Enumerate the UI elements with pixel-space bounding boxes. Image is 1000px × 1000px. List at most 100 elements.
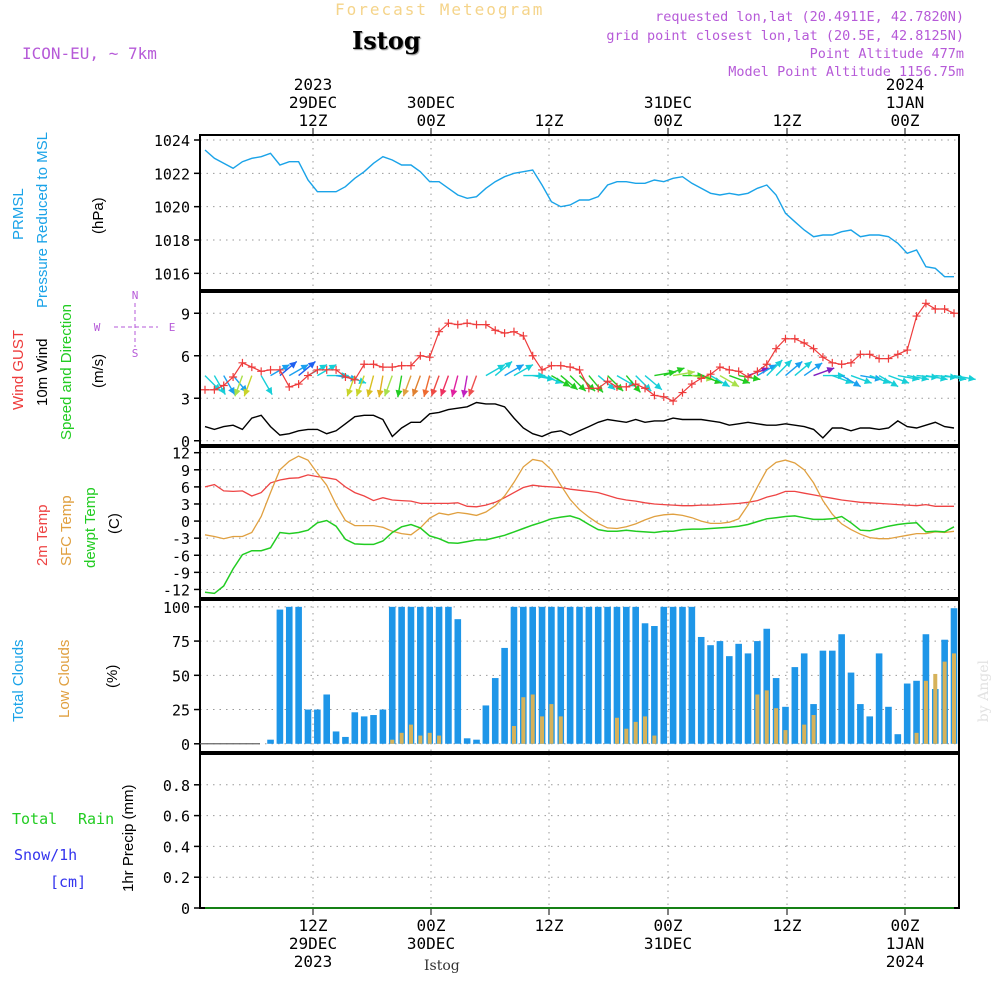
panel-frame (199, 134, 960, 291)
y-tick-label: 25 (172, 702, 190, 720)
y-tick-label: 12 (172, 445, 190, 463)
gust-marker (322, 365, 331, 374)
wind-arrow-head (562, 380, 571, 387)
low-cloud-bar (521, 697, 526, 744)
wind-arrow-head (826, 367, 835, 374)
gust-marker (893, 350, 902, 359)
time-label-bottom: 12Z (773, 916, 802, 935)
low-cloud-bar (764, 690, 769, 744)
time-label-bottom: 29DEC (289, 934, 337, 953)
gust-marker (940, 305, 949, 313)
gust-marker (687, 380, 696, 389)
gust-marker (406, 361, 415, 370)
wind-arrow (468, 375, 478, 397)
gust-marker (781, 334, 790, 343)
total-cloud-bar (267, 739, 274, 744)
y-tick-label: -9 (172, 564, 190, 582)
wind-arrow (710, 374, 730, 388)
total-cloud-bar (782, 706, 789, 744)
low-cloud-bar (418, 735, 423, 744)
gust-marker (744, 373, 753, 381)
wind-arrow (422, 375, 431, 398)
low-cloud-bar (399, 732, 404, 744)
gust-marker (641, 384, 650, 393)
wind-arrow (376, 375, 384, 398)
wind-arrow (888, 374, 910, 385)
gust-marker (453, 320, 462, 329)
low-cloud-bar (558, 716, 563, 744)
low-cloud-bar (614, 717, 619, 744)
wind-arrow-head (852, 380, 861, 387)
compass-letter: E (169, 321, 176, 334)
gust-marker (388, 363, 397, 372)
wind-arrow-head (768, 364, 777, 372)
data-series (200, 149, 976, 909)
total-cloud-bar (763, 628, 771, 744)
wind-arrow (288, 363, 309, 377)
total-cloud-bar (342, 736, 349, 744)
wind-arrow (485, 363, 506, 377)
y-tick-label: 0.6 (163, 808, 190, 826)
total-cloud-bar (379, 709, 387, 744)
wind-arrow-head (607, 382, 616, 390)
wind-arrow (813, 367, 835, 377)
point-altitude: Point Altitude 477m (809, 46, 964, 62)
wind-arrow-head (319, 364, 328, 372)
wind-arrow-head (525, 364, 534, 372)
wind-arrow-head (289, 361, 297, 369)
wind-arrow (766, 359, 783, 377)
time-label-top: 2023 (294, 75, 333, 94)
time-label-bottom: 2024 (886, 952, 925, 971)
wind-arrow (430, 375, 440, 397)
gust-marker (631, 380, 640, 389)
requested-coords: requested lon,lat (20.4911E, 42.7820N) (655, 9, 964, 25)
wind-arrow-head (804, 361, 812, 369)
wind-arrow-head (687, 369, 695, 377)
total-cloud-bar (473, 739, 480, 744)
label-rain: Rain (78, 810, 115, 828)
gust-marker (828, 358, 837, 367)
low-cloud-bar (540, 716, 545, 744)
gust-marker (706, 370, 715, 379)
pressure-line (204, 149, 954, 278)
time-label-bottom: 00Z (891, 916, 920, 935)
label-cm: [cm] (50, 873, 87, 891)
total-cloud-bar (632, 606, 639, 744)
wind-arrow (841, 374, 862, 388)
gust-marker (500, 329, 509, 338)
wind-arrow-head (228, 386, 235, 395)
total-cloud-bar (398, 606, 405, 744)
gust-marker (491, 326, 500, 335)
dewpoint-line (204, 515, 955, 595)
y-tick-label: 75 (172, 633, 190, 651)
y-tick-label: 6 (181, 348, 190, 366)
time-label-bottom: 12Z (299, 916, 328, 935)
gust-marker (678, 388, 687, 397)
gust-marker (378, 363, 387, 372)
y-tick-label: 9 (181, 462, 190, 480)
gust-marker (266, 365, 275, 374)
wind-arrow-head (440, 388, 447, 397)
gust-marker (837, 360, 846, 369)
wind-arrow-head (515, 364, 524, 372)
wind-arrow (298, 360, 316, 377)
y-tick-label: 0 (181, 736, 190, 754)
time-label-top: 12Z (535, 111, 564, 130)
y-tick-label: 1024 (154, 132, 190, 150)
compass-letter: S (132, 347, 139, 360)
wind-arrow (803, 362, 823, 377)
low-cloud-bar (624, 728, 629, 744)
gust-marker (650, 391, 659, 400)
wind-arrow (719, 374, 740, 388)
wind-arrow (729, 374, 751, 385)
gust-marker (219, 381, 228, 390)
total-cloud-bar (594, 606, 602, 744)
model-label: ICON-EU, ~ 7km (22, 44, 157, 63)
time-label-bottom: 00Z (654, 916, 683, 935)
time-label-bottom: 12Z (535, 916, 564, 935)
gust-marker (884, 354, 893, 363)
total-cloud-bar (847, 672, 855, 744)
wind-arrow-head (402, 388, 410, 397)
y-tick-label: 1016 (154, 265, 190, 283)
total-cloud-bar (576, 606, 583, 744)
